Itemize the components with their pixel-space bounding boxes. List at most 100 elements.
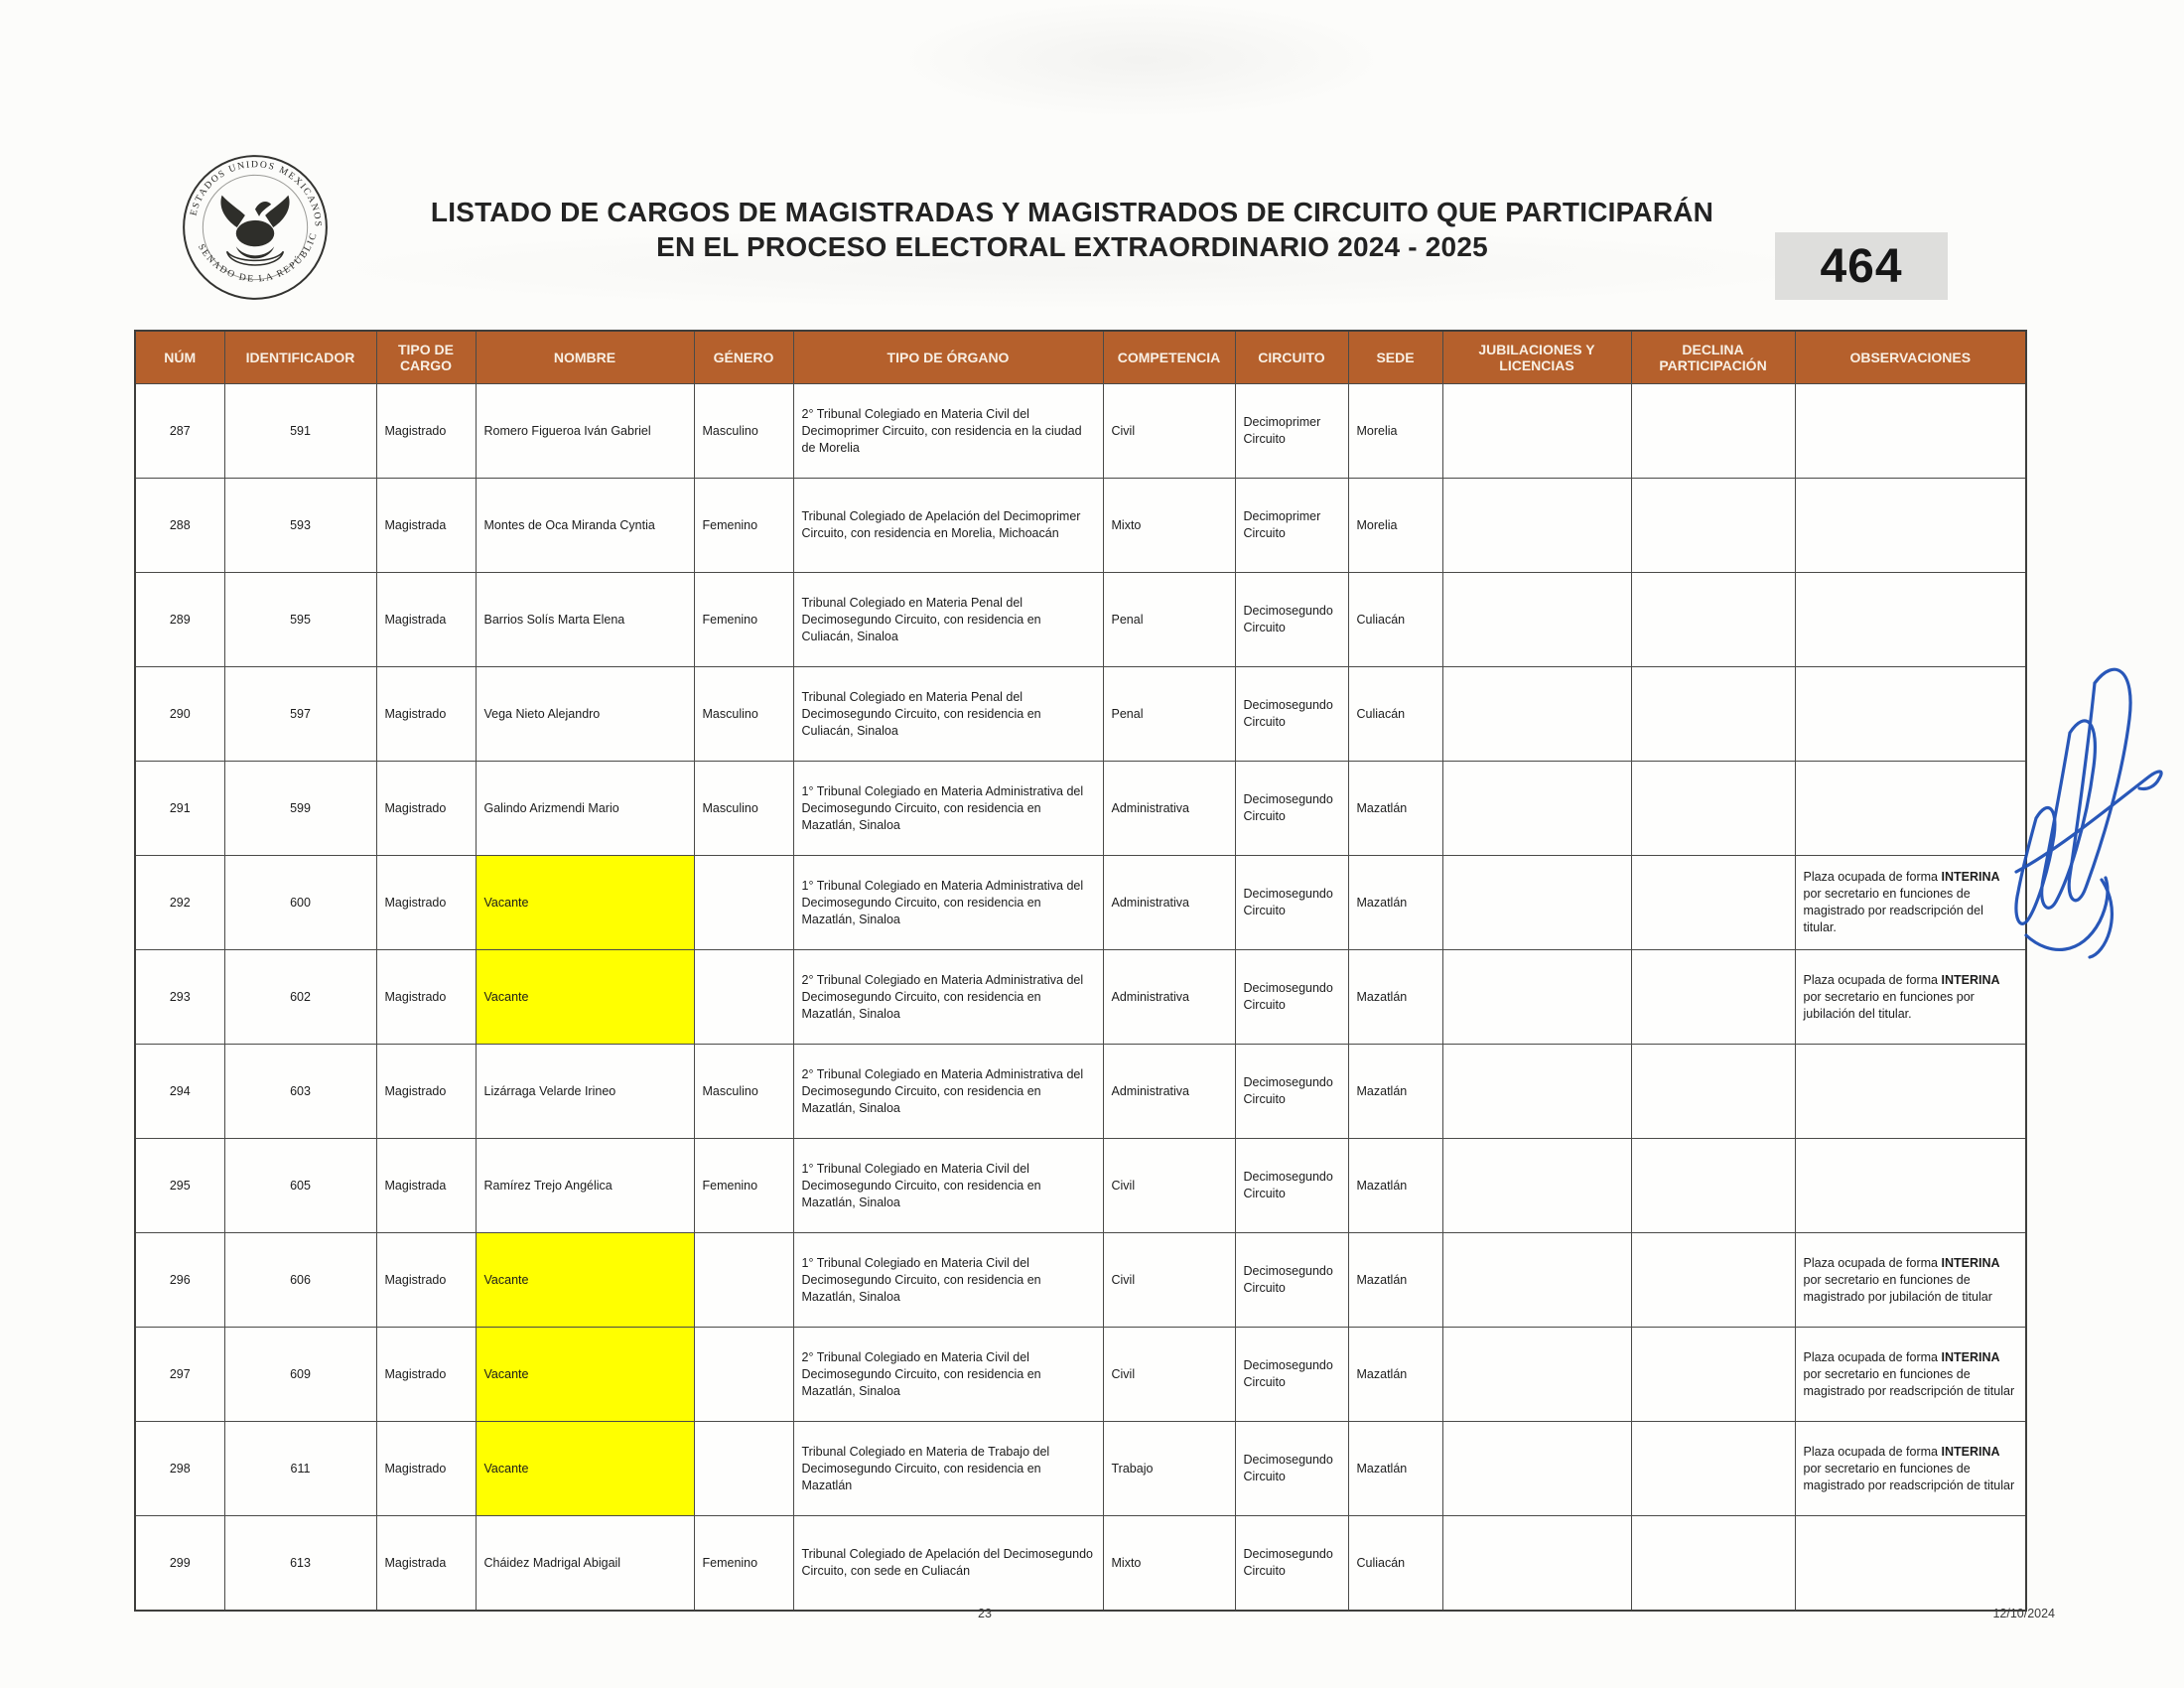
- header-declina: DECLINA PARTICIPACIÓN: [1630, 330, 1796, 384]
- cell-identificador: 600: [223, 855, 377, 950]
- cell-tipo-organo: 1° Tribunal Colegiado en Materia Civil d…: [792, 1232, 1104, 1328]
- cell-num: 296: [134, 1232, 225, 1328]
- cell-circuito: Decimosegundo Circuito: [1234, 1327, 1349, 1422]
- cell-competencia: Civil: [1102, 1232, 1236, 1328]
- cell-declina: [1630, 1327, 1796, 1422]
- cell-observaciones: Plaza ocupada de forma INTERINA por secr…: [1794, 1421, 2027, 1516]
- cell-circuito: Decimosegundo Circuito: [1234, 666, 1349, 762]
- header-jubilaciones: JUBILACIONES Y LICENCIAS: [1441, 330, 1632, 384]
- cell-identificador: 595: [223, 572, 377, 667]
- cell-declina: [1630, 666, 1796, 762]
- seal-text-top: ESTADOS UNIDOS MEXICANOS: [188, 159, 322, 228]
- cell-tipo-cargo: Magistrada: [375, 1515, 477, 1612]
- cell-tipo-organo: 2° Tribunal Colegiado en Materia Adminis…: [792, 1044, 1104, 1139]
- table-row: 287 591 Magistrado Romero Figueroa Iván …: [134, 383, 2027, 479]
- cell-identificador: 593: [223, 478, 377, 573]
- table-row: 296 606 Magistrado Vacante 1° Tribunal C…: [134, 1232, 2027, 1328]
- cell-tipo-cargo: Magistrado: [375, 855, 477, 950]
- footer-page-number: 23: [978, 1607, 992, 1620]
- header-num: NÚM: [134, 330, 225, 384]
- cell-tipo-cargo: Magistrado: [375, 1421, 477, 1516]
- svg-text:ESTADOS UNIDOS MEXICANOS: ESTADOS UNIDOS MEXICANOS: [188, 159, 323, 228]
- cell-tipo-organo: 2° Tribunal Colegiado en Materia Civil d…: [792, 1327, 1104, 1422]
- cell-tipo-organo: Tribunal Colegiado de Apelación del Deci…: [792, 478, 1104, 573]
- cell-num: 298: [134, 1421, 225, 1516]
- cell-declina: [1630, 1515, 1796, 1612]
- cell-tipo-cargo: Magistrado: [375, 666, 477, 762]
- cell-num: 293: [134, 949, 225, 1045]
- cell-tipo-organo: Tribunal Colegiado en Materia Penal del …: [792, 572, 1104, 667]
- cell-num: 295: [134, 1138, 225, 1233]
- cell-num: 292: [134, 855, 225, 950]
- cell-identificador: 605: [223, 1138, 377, 1233]
- cell-observaciones: Plaza ocupada de forma INTERINA por secr…: [1794, 855, 2027, 950]
- cell-nombre: Lizárraga Velarde Irineo: [475, 1044, 695, 1139]
- cell-genero: Masculino: [693, 666, 794, 762]
- cell-declina: [1630, 949, 1796, 1045]
- cell-nombre: Vacante: [475, 1421, 695, 1516]
- cell-genero: [693, 855, 794, 950]
- cell-tipo-cargo: Magistrado: [375, 1232, 477, 1328]
- cell-nombre: Vacante: [475, 1327, 695, 1422]
- cell-circuito: Decimosegundo Circuito: [1234, 761, 1349, 856]
- cell-num: 287: [134, 383, 225, 479]
- cell-observaciones: [1794, 383, 2027, 479]
- table-row: 290 597 Magistrado Vega Nieto Alejandro …: [134, 666, 2027, 762]
- table-row: 297 609 Magistrado Vacante 2° Tribunal C…: [134, 1327, 2027, 1422]
- cell-observaciones: Plaza ocupada de forma INTERINA por secr…: [1794, 1327, 2027, 1422]
- footer-date: 12/10/2024: [1992, 1607, 2055, 1620]
- cell-sede: Mazatlán: [1347, 761, 1443, 856]
- cell-observaciones: [1794, 478, 2027, 573]
- cell-tipo-cargo: Magistrada: [375, 478, 477, 573]
- cell-jubilaciones: [1441, 666, 1632, 762]
- cell-competencia: Administrativa: [1102, 761, 1236, 856]
- header-identificador: IDENTIFICADOR: [223, 330, 377, 384]
- cell-identificador: 609: [223, 1327, 377, 1422]
- eagle-emblem: [220, 195, 290, 266]
- cell-tipo-organo: 1° Tribunal Colegiado en Materia Adminis…: [792, 761, 1104, 856]
- cell-identificador: 611: [223, 1421, 377, 1516]
- header-tipo-organo: TIPO DE ÓRGANO: [792, 330, 1104, 384]
- header-circuito: CIRCUITO: [1234, 330, 1349, 384]
- cell-genero: Masculino: [693, 1044, 794, 1139]
- cell-genero: Femenino: [693, 1138, 794, 1233]
- cell-circuito: Decimosegundo Circuito: [1234, 1044, 1349, 1139]
- cell-circuito: Decimosegundo Circuito: [1234, 1232, 1349, 1328]
- document-title: LISTADO DE CARGOS DE MAGISTRADAS Y MAGIS…: [328, 195, 1817, 264]
- cell-identificador: 602: [223, 949, 377, 1045]
- cell-nombre: Montes de Oca Miranda Cyntia: [475, 478, 695, 573]
- cell-num: 299: [134, 1515, 225, 1612]
- table-row: 289 595 Magistrada Barrios Solís Marta E…: [134, 572, 2027, 667]
- cell-identificador: 606: [223, 1232, 377, 1328]
- header-tipo-cargo: TIPO DE CARGO: [375, 330, 477, 384]
- cell-declina: [1630, 383, 1796, 479]
- cell-competencia: Mixto: [1102, 478, 1236, 573]
- cell-circuito: Decimosegundo Circuito: [1234, 855, 1349, 950]
- cell-jubilaciones: [1441, 855, 1632, 950]
- cell-genero: Masculino: [693, 383, 794, 479]
- table-row: 298 611 Magistrado Vacante Tribunal Cole…: [134, 1421, 2027, 1516]
- cell-jubilaciones: [1441, 949, 1632, 1045]
- cell-circuito: Decimosegundo Circuito: [1234, 1421, 1349, 1516]
- cell-competencia: Penal: [1102, 666, 1236, 762]
- cell-nombre: Barrios Solís Marta Elena: [475, 572, 695, 667]
- header-nombre: NOMBRE: [475, 330, 695, 384]
- cell-tipo-organo: Tribunal Colegiado de Apelación del Deci…: [792, 1515, 1104, 1612]
- cell-genero: Femenino: [693, 572, 794, 667]
- header-sede: SEDE: [1347, 330, 1443, 384]
- cell-identificador: 591: [223, 383, 377, 479]
- cell-observaciones: [1794, 572, 2027, 667]
- cell-tipo-organo: 2° Tribunal Colegiado en Materia Civil d…: [792, 383, 1104, 479]
- cell-declina: [1630, 1044, 1796, 1139]
- cell-sede: Mazatlán: [1347, 1421, 1443, 1516]
- cell-tipo-organo: Tribunal Colegiado en Materia Penal del …: [792, 666, 1104, 762]
- cell-declina: [1630, 1232, 1796, 1328]
- cell-competencia: Administrativa: [1102, 855, 1236, 950]
- cell-jubilaciones: [1441, 1044, 1632, 1139]
- table-row: 293 602 Magistrado Vacante 2° Tribunal C…: [134, 949, 2027, 1045]
- cell-genero: [693, 949, 794, 1045]
- cell-jubilaciones: [1441, 1515, 1632, 1612]
- cell-observaciones: Plaza ocupada de forma INTERINA por secr…: [1794, 949, 2027, 1045]
- cell-tipo-cargo: Magistrado: [375, 1327, 477, 1422]
